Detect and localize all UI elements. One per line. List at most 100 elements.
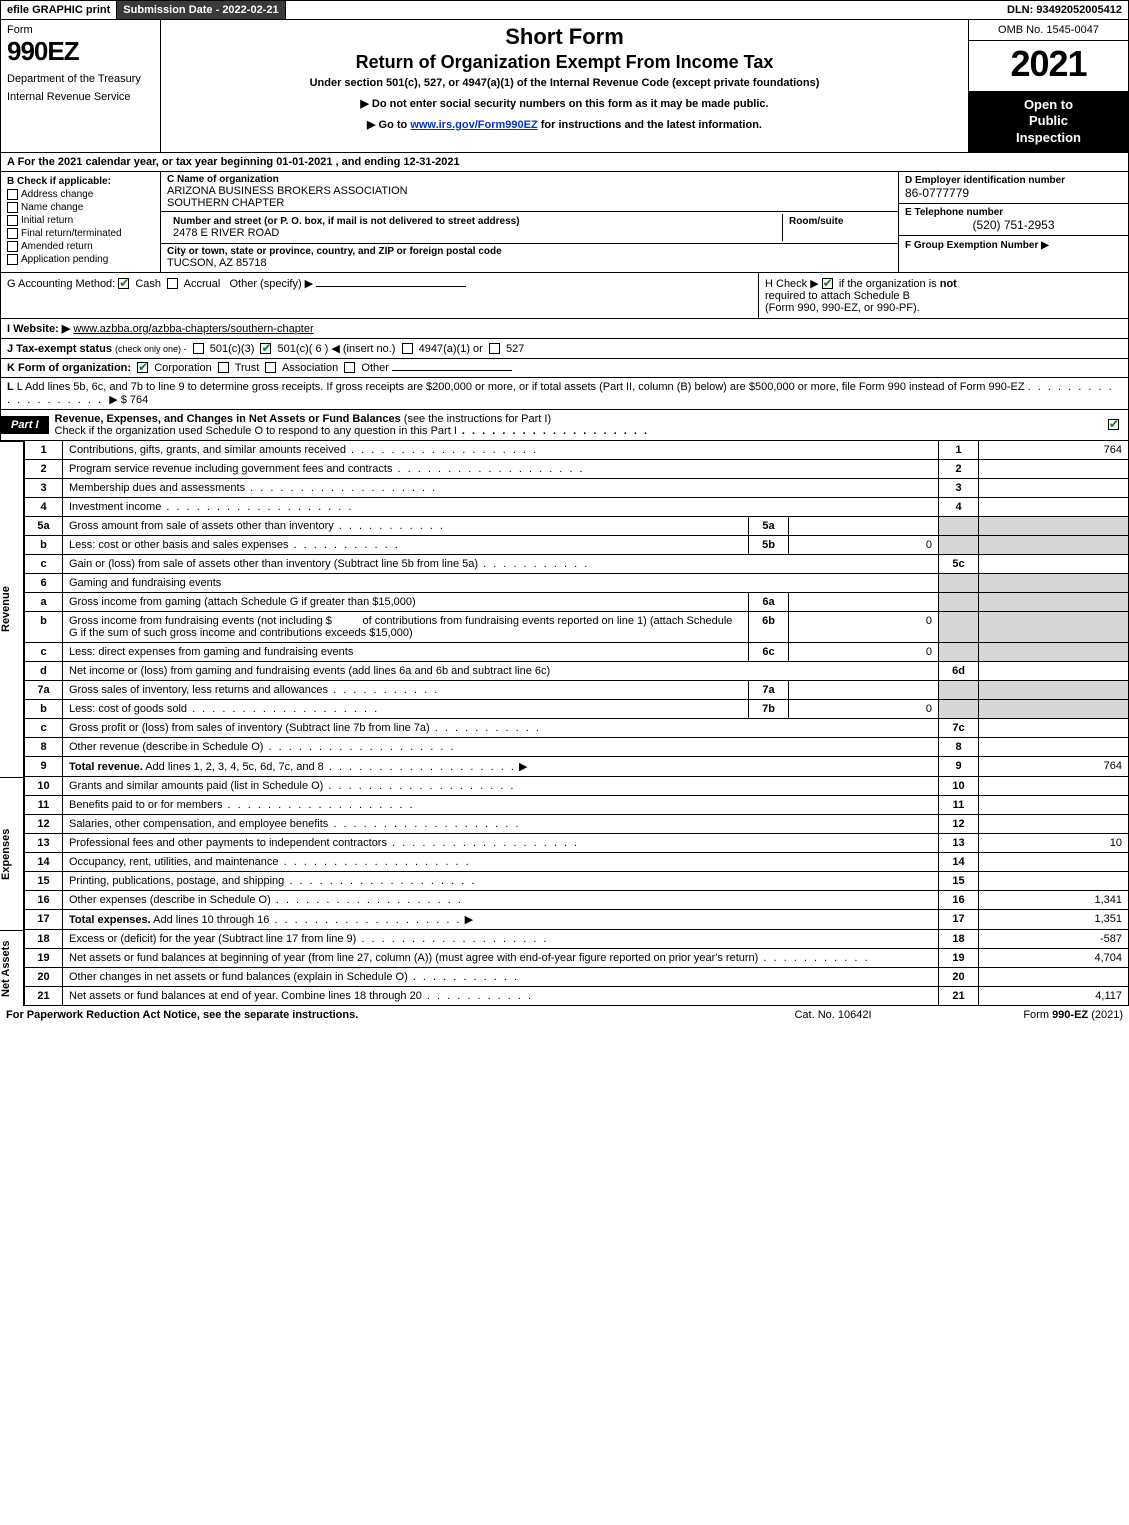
- l1-desc: Contributions, gifts, grants, and simila…: [69, 444, 346, 456]
- j-label: J Tax-exempt status: [7, 343, 112, 355]
- submission-date: Submission Date - 2022-02-21: [117, 1, 285, 19]
- chk-initial-return[interactable]: Initial return: [7, 215, 154, 226]
- revenue-section: Revenue 1Contributions, gifts, grants, a…: [0, 441, 1129, 777]
- chk-association[interactable]: [265, 362, 276, 373]
- line-16: 16Other expenses (describe in Schedule O…: [25, 890, 1129, 909]
- chk-other-org[interactable]: [344, 362, 355, 373]
- dept-line1: Department of the Treasury: [7, 73, 154, 85]
- l5a-desc: Gross amount from sale of assets other t…: [69, 520, 334, 532]
- street-val: 2478 E RIVER ROAD: [173, 227, 776, 239]
- line-6a: aGross income from gaming (attach Schedu…: [25, 592, 1129, 611]
- inspection-line1: Open to: [973, 97, 1124, 113]
- chk-501c3[interactable]: [193, 343, 204, 354]
- col-b-head: B Check if applicable:: [7, 176, 154, 187]
- l1-val: 764: [979, 441, 1129, 460]
- chk-cash[interactable]: [118, 278, 129, 289]
- line-7b: bLess: cost of goods sold7b0: [25, 699, 1129, 718]
- row-l-gross-receipts: L L Add lines 5b, 6c, and 7b to line 9 t…: [0, 378, 1129, 410]
- row-i-website: I Website: ▶ www.azbba.org/azbba-chapter…: [0, 319, 1129, 339]
- line-3: 3Membership dues and assessments3: [25, 478, 1129, 497]
- opt-trust: Trust: [235, 362, 260, 374]
- ssn-note: ▶ Do not enter social security numbers o…: [167, 97, 962, 110]
- line-9: 9Total revenue. Add lines 1, 2, 3, 4, 5c…: [25, 756, 1129, 776]
- goto-note: ▶ Go to www.irs.gov/Form990EZ for instru…: [167, 118, 962, 131]
- footer-right-form: 990-EZ: [1052, 1009, 1088, 1021]
- l15-desc: Printing, publications, postage, and shi…: [69, 875, 284, 887]
- phone-label: E Telephone number: [905, 207, 1122, 218]
- l5b-desc: Less: cost or other basis and sales expe…: [69, 539, 289, 551]
- line-1: 1Contributions, gifts, grants, and simil…: [25, 441, 1129, 460]
- footer-right-pre: Form: [1023, 1009, 1052, 1021]
- chk-application-pending[interactable]: Application pending: [7, 254, 154, 265]
- row-a-calendar-year: A For the 2021 calendar year, or tax yea…: [0, 153, 1129, 172]
- chk-name-change-label: Name change: [21, 202, 83, 213]
- part-1-tab: Part I: [1, 416, 49, 434]
- website-val: www.azbba.org/azbba-chapters/southern-ch…: [73, 323, 313, 335]
- chk-4947[interactable]: [402, 343, 413, 354]
- l4-desc: Investment income: [69, 501, 161, 513]
- chk-schedule-o-part1[interactable]: [1108, 419, 1119, 430]
- part-1-checkbox-cell: [1102, 416, 1128, 434]
- l6b-desc1: Gross income from fundraising events (no…: [69, 615, 332, 627]
- line-10: 10Grants and similar amounts paid (list …: [25, 777, 1129, 796]
- chk-corporation[interactable]: [137, 362, 148, 373]
- k-label: K Form of organization:: [7, 362, 131, 374]
- chk-name-change[interactable]: Name change: [7, 202, 154, 213]
- footer-right: Form 990-EZ (2021): [943, 1009, 1123, 1021]
- l7a-desc: Gross sales of inventory, less returns a…: [69, 684, 328, 696]
- chk-527[interactable]: [489, 343, 500, 354]
- chk-accrual[interactable]: [167, 278, 178, 289]
- chk-schedule-b[interactable]: [822, 278, 833, 289]
- line-5b: bLess: cost or other basis and sales exp…: [25, 535, 1129, 554]
- top-bar: efile GRAPHIC print Submission Date - 20…: [0, 0, 1129, 20]
- opt-501c: 501(c)( 6 ) ◀ (insert no.): [278, 343, 396, 355]
- chk-address-change-label: Address change: [21, 189, 93, 200]
- line-14: 14Occupancy, rent, utilities, and mainte…: [25, 852, 1129, 871]
- line-12: 12Salaries, other compensation, and empl…: [25, 814, 1129, 833]
- tax-year: 2021: [969, 41, 1128, 91]
- chk-final-return[interactable]: Final return/terminated: [7, 228, 154, 239]
- other-input-line[interactable]: [316, 286, 466, 287]
- col-de: D Employer identification number 86-0777…: [898, 172, 1128, 272]
- city-row: City or town, state or province, country…: [161, 244, 898, 271]
- irs-link[interactable]: www.irs.gov/Form990EZ: [410, 119, 537, 131]
- chk-amended-return[interactable]: Amended return: [7, 241, 154, 252]
- chk-trust[interactable]: [218, 362, 229, 373]
- row-g-accounting: G Accounting Method: Cash Accrual Other …: [1, 273, 758, 318]
- org-name-label: C Name of organization: [167, 174, 892, 185]
- l19-val: 4,704: [979, 948, 1129, 967]
- chk-address-change[interactable]: Address change: [7, 189, 154, 200]
- l21-val: 4,117: [979, 986, 1129, 1005]
- col-b-checkboxes: B Check if applicable: Address change Na…: [1, 172, 161, 272]
- line-6d: dNet income or (loss) from gaming and fu…: [25, 661, 1129, 680]
- line-11: 11Benefits paid to or for members11: [25, 795, 1129, 814]
- line-15: 15Printing, publications, postage, and s…: [25, 871, 1129, 890]
- form-word: Form: [7, 24, 154, 36]
- h-pre: H Check ▶: [765, 278, 822, 290]
- l3-desc: Membership dues and assessments: [69, 482, 245, 494]
- phone-row: E Telephone number (520) 751-2953: [899, 204, 1128, 236]
- l7c-desc: Gross profit or (loss) from sales of inv…: [69, 722, 430, 734]
- expenses-table: 10Grants and similar amounts paid (list …: [24, 777, 1129, 930]
- other-org-line[interactable]: [392, 370, 512, 371]
- accounting-label: G Accounting Method:: [7, 278, 115, 290]
- dept-line2: Internal Revenue Service: [7, 91, 154, 103]
- room-cell: Room/suite: [782, 214, 892, 241]
- inspection-line3: Inspection: [973, 130, 1124, 146]
- ein-row: D Employer identification number 86-0777…: [899, 172, 1128, 204]
- sidebar-expenses: Expenses: [0, 777, 24, 930]
- org-name-1: ARIZONA BUSINESS BROKERS ASSOCIATION: [167, 185, 892, 197]
- opt-501c3: 501(c)(3): [210, 343, 255, 355]
- l16-desc: Other expenses (describe in Schedule O): [69, 894, 271, 906]
- l7b-desc: Less: cost of goods sold: [69, 703, 187, 715]
- l6c-desc: Less: direct expenses from gaming and fu…: [63, 642, 749, 661]
- form-id-block: Form 990EZ Department of the Treasury In…: [1, 20, 161, 152]
- form-title-block: Short Form Return of Organization Exempt…: [161, 20, 968, 152]
- goto-pre: ▶ Go to: [367, 119, 410, 131]
- inspection-line2: Public: [973, 113, 1124, 129]
- l17-desc: Add lines 10 through 16: [151, 914, 270, 926]
- chk-501c[interactable]: [260, 343, 271, 354]
- l6a-desc: Gross income from gaming (attach Schedul…: [63, 592, 749, 611]
- inspection-badge: Open to Public Inspection: [969, 91, 1128, 152]
- l14-desc: Occupancy, rent, utilities, and maintena…: [69, 856, 279, 868]
